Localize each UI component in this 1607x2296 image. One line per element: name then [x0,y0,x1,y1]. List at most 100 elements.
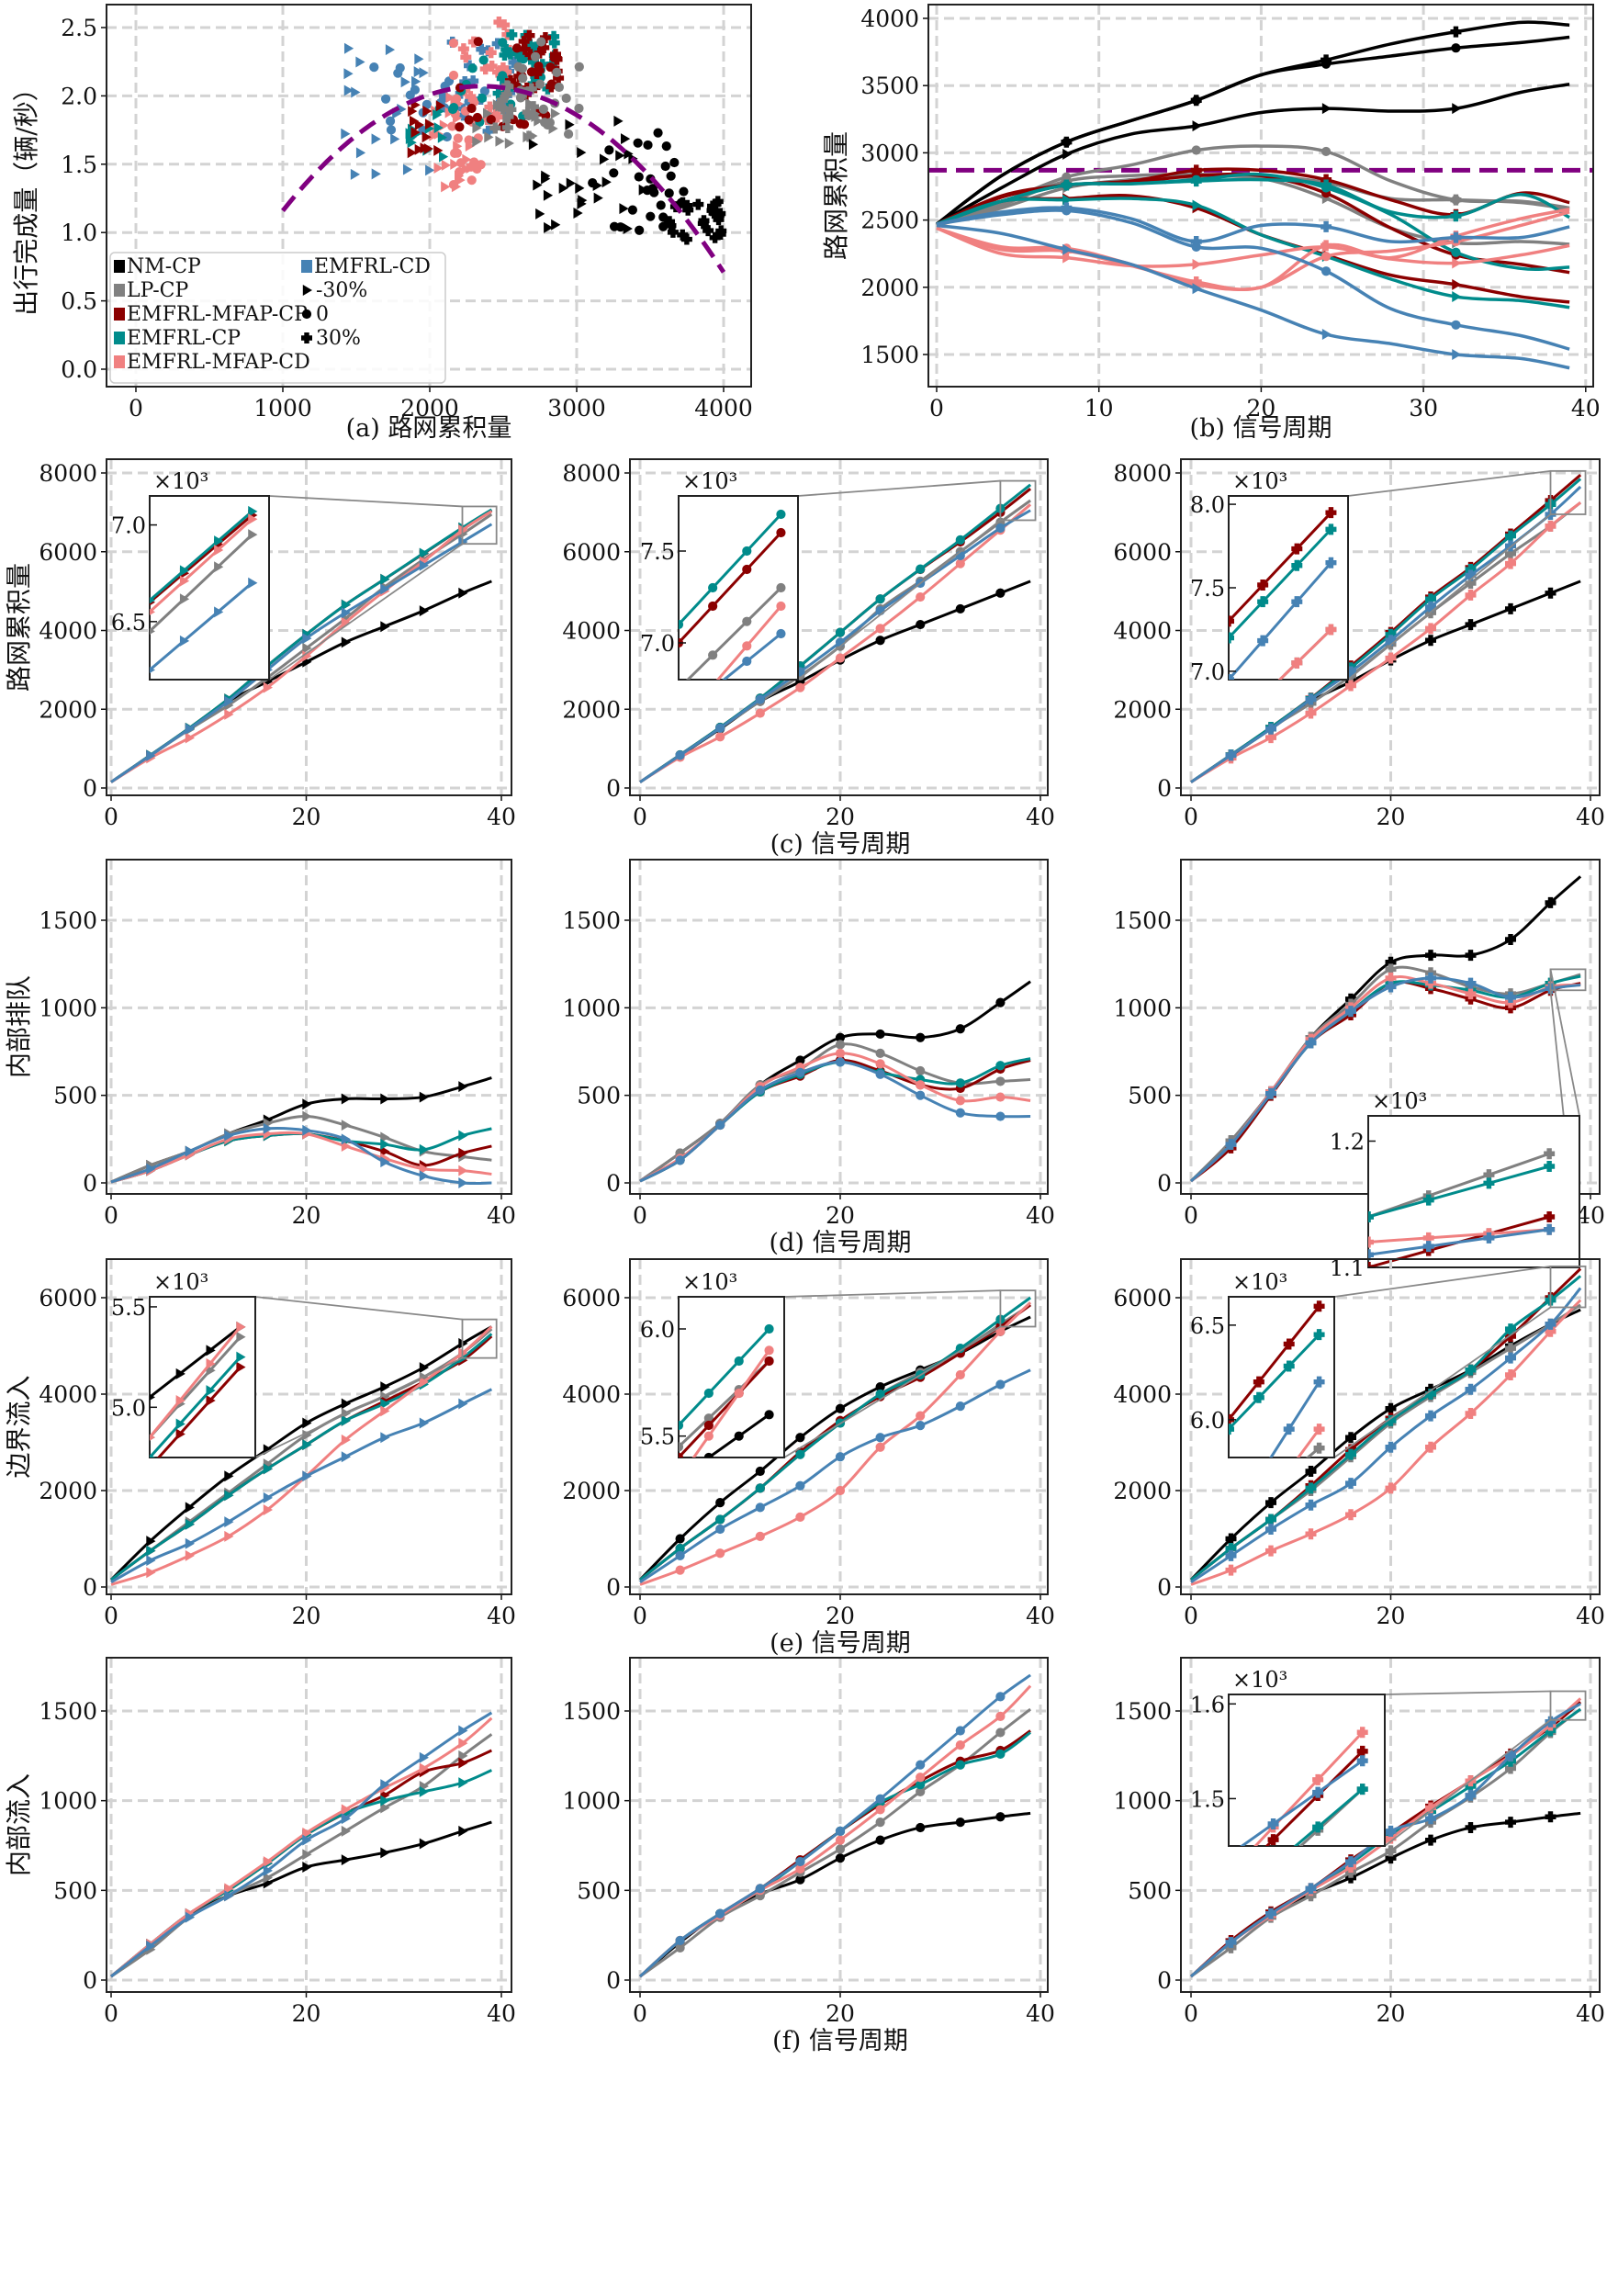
y-tick-label: 4000 [562,618,621,645]
data-marker [955,558,965,568]
inset-marker [742,616,752,626]
y-tick-label: 2000 [562,1478,621,1504]
legend-marker-plus [301,332,312,343]
grid [630,860,1048,1194]
scatter-point [511,48,523,60]
scatter-point [522,107,534,118]
inset-marker [1229,632,1234,644]
x-tick-label: 20 [1377,1603,1406,1629]
data-marker [341,607,351,619]
data-marker [955,1369,965,1380]
panel-caption: (a) 路网累积量 [346,414,512,443]
data-marker [1505,1817,1517,1829]
data-marker [995,1812,1006,1822]
scatter-point [455,158,466,168]
inset-y-tick-label: 7.5 [640,539,675,565]
data-marker [875,1059,885,1069]
data-marker [302,1439,312,1451]
data-marker [419,1785,429,1797]
data-marker [1345,666,1357,678]
x-tick-label: 20 [826,804,855,830]
data-marker [263,1872,273,1884]
zoom-inset: 6.5 7.0 ×10³ [111,468,498,681]
data-marker [380,573,390,585]
data-marker [675,1942,685,1953]
scatter-point [439,91,451,103]
data-marker [224,1883,234,1895]
scatter-point [466,175,477,186]
series-emfrl-cd--30% [936,223,1570,370]
data-marker [795,1874,805,1885]
data-marker [955,535,965,545]
inset-series-emfrl-mfap-cd [150,513,258,615]
scatter-point [535,208,545,219]
scatter-point [665,219,677,231]
data-marker [419,1170,429,1182]
series-emfrl-cd [639,1057,1031,1183]
data-marker [458,1147,468,1159]
inset-series-emfrl-cp [679,509,786,630]
data-marker [1452,103,1462,115]
legend-item-nm-cp: NM-CP [114,255,201,278]
inset-line [1277,628,1332,680]
inset-series-lp-cp [1305,1442,1325,1458]
data-marker [715,1498,725,1508]
data-marker [302,1110,312,1122]
x-tick-label: 20 [292,804,321,830]
scatter-point [393,68,403,78]
scatter-point [419,67,429,79]
data-marker [1305,1499,1317,1511]
zoom-connector [1384,1719,1552,1847]
data-marker [1320,220,1332,232]
data-marker [341,1451,351,1463]
x-tick-label: 40 [1576,1202,1605,1229]
scatter-point [679,186,689,197]
inset-marker [1544,1148,1556,1160]
panel-caption: (d) 信号周期 [770,1229,912,1257]
data-marker [419,1163,429,1175]
inset-marker [1368,1236,1374,1248]
series-emfrl-cd [638,1673,1031,1978]
axes-frame [106,4,752,388]
panel-c1: 0 20 40 0 2000 4000 6000 8000 6.5 7.0 ×10³ 路网累积量 [4,458,516,830]
scatter-point [386,125,397,135]
data-marker [835,1403,846,1413]
x-tick-label: 0 [633,2000,647,2027]
data-marker [458,1738,468,1750]
data-marker [995,997,1006,1007]
inset-marker [1257,579,1269,591]
data-marker [419,1143,429,1155]
inset-marker [236,1351,246,1363]
data-marker [955,603,965,614]
y-tick-label: 3500 [860,73,919,99]
data-marker [1385,1414,1397,1426]
inset-marker [679,1442,684,1452]
data-marker [1265,1497,1277,1509]
y-tick-label: 6000 [1113,1285,1172,1311]
y-tick-label: 0.5 [61,288,97,315]
data-marker [875,594,885,604]
data-marker [835,1452,846,1462]
scatter-point [504,48,516,60]
scatter-point [545,81,557,93]
inset-series-emfrl-mfap-cd [1277,624,1337,680]
scatter-point [467,63,478,73]
x-tick-label: 10 [1084,395,1114,422]
data-marker [835,1032,846,1042]
data-marker [1385,981,1397,993]
inset-series-emfrl-mfap-cp [1229,507,1337,627]
mfd-fit-curve [281,84,726,274]
scatter-point [343,42,354,54]
data-marker [955,1401,965,1412]
y-tick-label: 4000 [1113,618,1172,645]
data-marker [1321,241,1332,253]
scatter-point [536,37,546,47]
y-tick-label: 4000 [1113,1381,1172,1408]
data-marker [916,591,926,602]
inset-y-tick-label: 5.5 [111,1295,146,1321]
data-marker [875,1818,885,1828]
inset-marker [1291,559,1303,571]
x-tick-label: 0 [129,395,143,422]
y-tick-label: 500 [1128,1083,1172,1109]
y-tick-label: 8000 [1113,460,1172,487]
